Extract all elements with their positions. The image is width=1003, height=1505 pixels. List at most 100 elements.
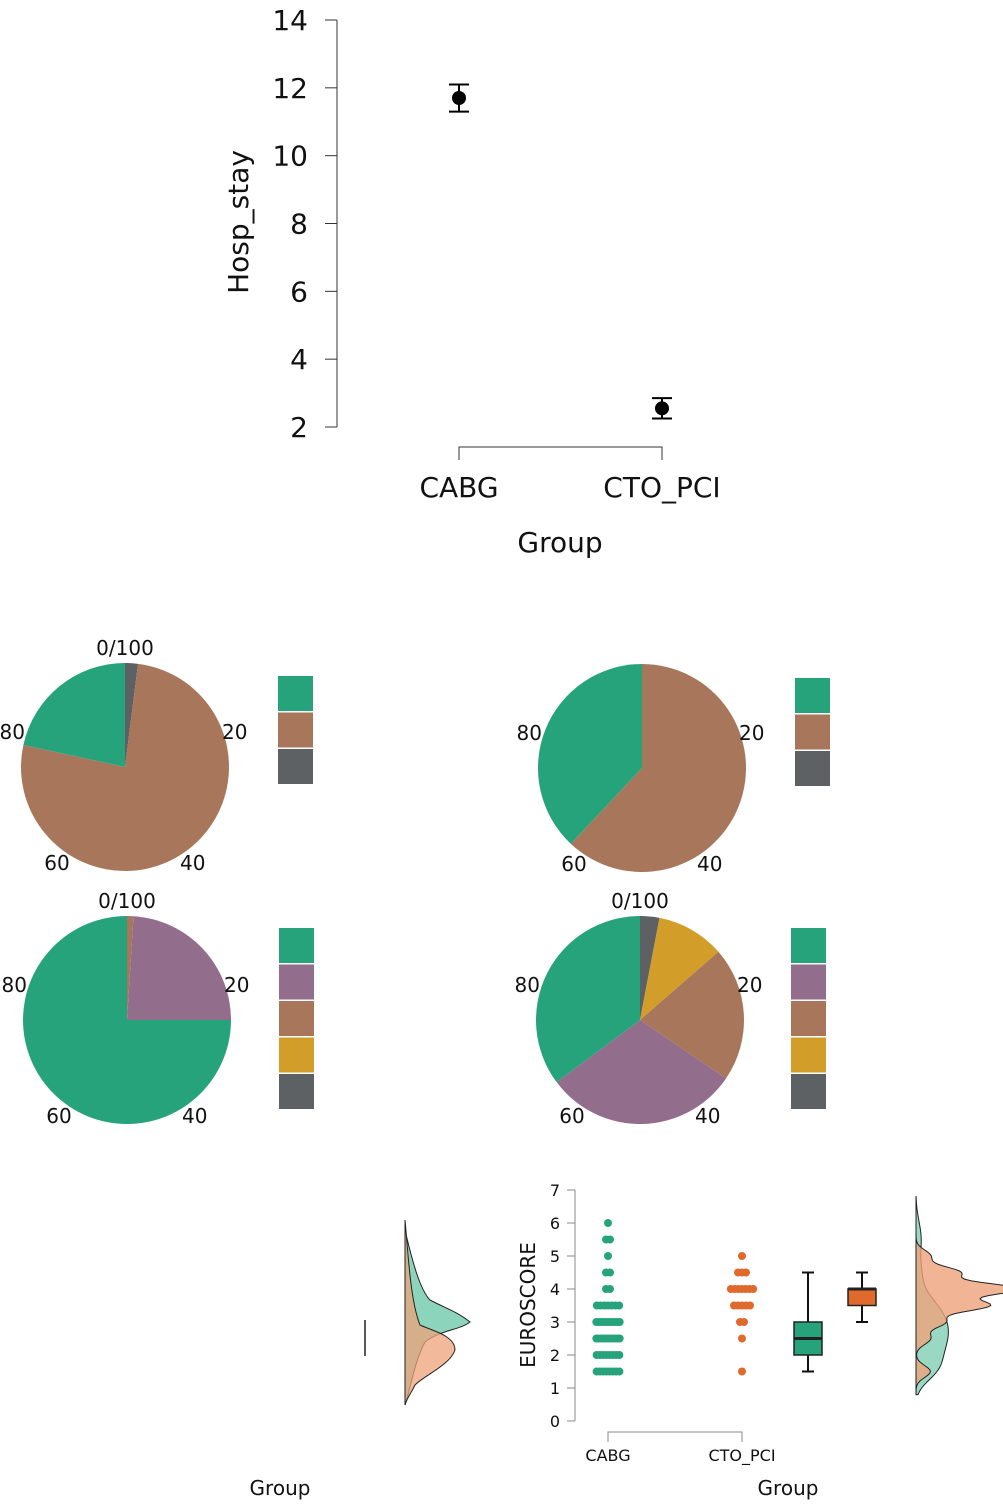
- y-tick-label: 7: [550, 1181, 560, 1200]
- y-tick-label: 6: [550, 1214, 560, 1233]
- pie-slice-green: [23, 916, 231, 1124]
- data-point: [604, 1219, 612, 1227]
- y-tick-label: 12: [272, 72, 308, 105]
- x-tick-label: CABG: [419, 471, 498, 504]
- pie-slice-grey: [640, 916, 660, 1020]
- pie-tick-label: 40: [180, 851, 205, 875]
- data-point: [738, 1252, 746, 1260]
- x-axis-title: Group: [517, 526, 602, 559]
- pie-slice-brown: [570, 664, 746, 872]
- pie-tick-label: 20: [224, 973, 249, 997]
- y-tick-label: 6: [290, 275, 308, 308]
- pie-tick-label: 80: [0, 720, 25, 744]
- pie-tick-label: 20: [737, 973, 762, 997]
- pie-slice-brown: [20, 663, 229, 872]
- pie-chart-4: 0/100 20 40 60 80: [515, 889, 826, 1128]
- box: [847, 1288, 877, 1307]
- legend-swatch-green: [279, 928, 314, 963]
- x-axis-title: Group: [758, 1476, 819, 1500]
- y-tick-label: 5: [550, 1247, 560, 1266]
- pie-tick-label: 60: [46, 1104, 71, 1128]
- x-axis-line: [607, 1431, 743, 1442]
- data-point: [746, 1301, 754, 1310]
- data-point: [615, 1301, 624, 1310]
- y-tick-label: 2: [550, 1346, 560, 1365]
- legend-swatch-purple: [791, 964, 826, 1000]
- legend-swatch-purple: [279, 964, 314, 1000]
- raincloud-left: Group: [250, 1219, 471, 1500]
- pie-tick-label: 60: [559, 1104, 584, 1128]
- data-point: [604, 1252, 612, 1260]
- pie-slice-green: [538, 664, 642, 844]
- pie-tick-label: 60: [561, 852, 586, 876]
- legend-swatch-brown: [795, 714, 830, 750]
- pie-slice-green: [23, 663, 126, 767]
- pie-slice-grey: [125, 663, 139, 767]
- data-point: [615, 1334, 624, 1343]
- x-tick-label: CTO_PCI: [708, 1446, 775, 1466]
- pie-tick-label: 20: [739, 721, 764, 745]
- data-point: [738, 1334, 746, 1343]
- data-point: [749, 1285, 758, 1293]
- y-tick-label: 8: [290, 208, 308, 241]
- data-point: [606, 1235, 614, 1244]
- y-axis-title: EUROSCORE: [516, 1242, 540, 1368]
- legend-swatch-green: [278, 676, 313, 711]
- data-point: [606, 1268, 614, 1277]
- legend-swatch-brown: [791, 1001, 826, 1036]
- density-cto-pci: [915, 1196, 1003, 1396]
- pie-slice-brown: [127, 916, 134, 1020]
- mean-point: [452, 91, 466, 106]
- data-point: [615, 1367, 624, 1376]
- y-tick-label: 1: [550, 1379, 560, 1398]
- legend-swatch-gold: [279, 1037, 314, 1073]
- legend-swatch-brown: [279, 1001, 314, 1036]
- pie-tick-label: 40: [695, 1104, 720, 1128]
- x-tick-label: CTO_PCI: [603, 471, 720, 504]
- data-point: [606, 1285, 614, 1293]
- pie-tick-label: 80: [2, 973, 27, 997]
- legend-swatch-green: [795, 678, 830, 713]
- pie-slice-purple: [556, 1020, 727, 1124]
- pie-tick-label: 80: [515, 973, 540, 997]
- x-axis-line: [458, 446, 663, 460]
- y-tick-label: 3: [550, 1313, 560, 1332]
- pie-tick-label: 40: [697, 852, 722, 876]
- pie-slice-purple: [127, 916, 231, 1020]
- legend-swatch-grey: [795, 751, 830, 786]
- y-tick-label: 0: [550, 1412, 560, 1431]
- pie-charts: 0/100 20 40 60 80 20 40 60 80 0/100 20 40 60 80 0/100 2…: [0, 636, 830, 1128]
- x-axis-title: Group: [250, 1476, 311, 1500]
- y-tick-label: 10: [272, 140, 308, 173]
- y-tick-label: 14: [272, 4, 308, 37]
- pie-tick-label: 60: [44, 851, 69, 875]
- pie-tick-label: 0/100: [611, 889, 669, 913]
- box-whisker: [856, 1271, 868, 1323]
- pie-chart-2: 20 40 60 80: [517, 664, 830, 876]
- density-cto-pci: [404, 1219, 456, 1406]
- pie-tick-label: 80: [517, 721, 542, 745]
- pie-tick-label: 20: [222, 720, 247, 744]
- pie-slice-gold: [640, 917, 719, 1020]
- data-point: [615, 1318, 624, 1326]
- pie-tick-label: 40: [182, 1104, 207, 1128]
- legend-swatch-green: [791, 928, 826, 963]
- y-tick-label: 4: [550, 1280, 560, 1299]
- y-tick-label: 2: [290, 411, 308, 444]
- legend-swatch-brown: [278, 712, 313, 748]
- data-point: [738, 1367, 746, 1376]
- pie-tick-label: 0/100: [96, 636, 154, 660]
- pie-chart-1: 0/100 20 40 60 80: [0, 636, 313, 875]
- legend-swatch-grey: [278, 749, 313, 784]
- y-axis-title: Hosp_stay: [222, 150, 255, 294]
- y-tick-label: 4: [290, 343, 308, 376]
- pie-slice-green: [536, 916, 640, 1083]
- legend-swatch-grey: [791, 1074, 826, 1109]
- mean-point: [655, 401, 669, 416]
- pie-slice-brown: [640, 951, 744, 1079]
- euroscore-raincloud: 0 1 2 3 4 5 6 7 CABG CTO_PCI Group EUROSCORE: [516, 1181, 1003, 1500]
- data-point: [740, 1318, 748, 1326]
- legend-swatch-gold: [791, 1037, 826, 1073]
